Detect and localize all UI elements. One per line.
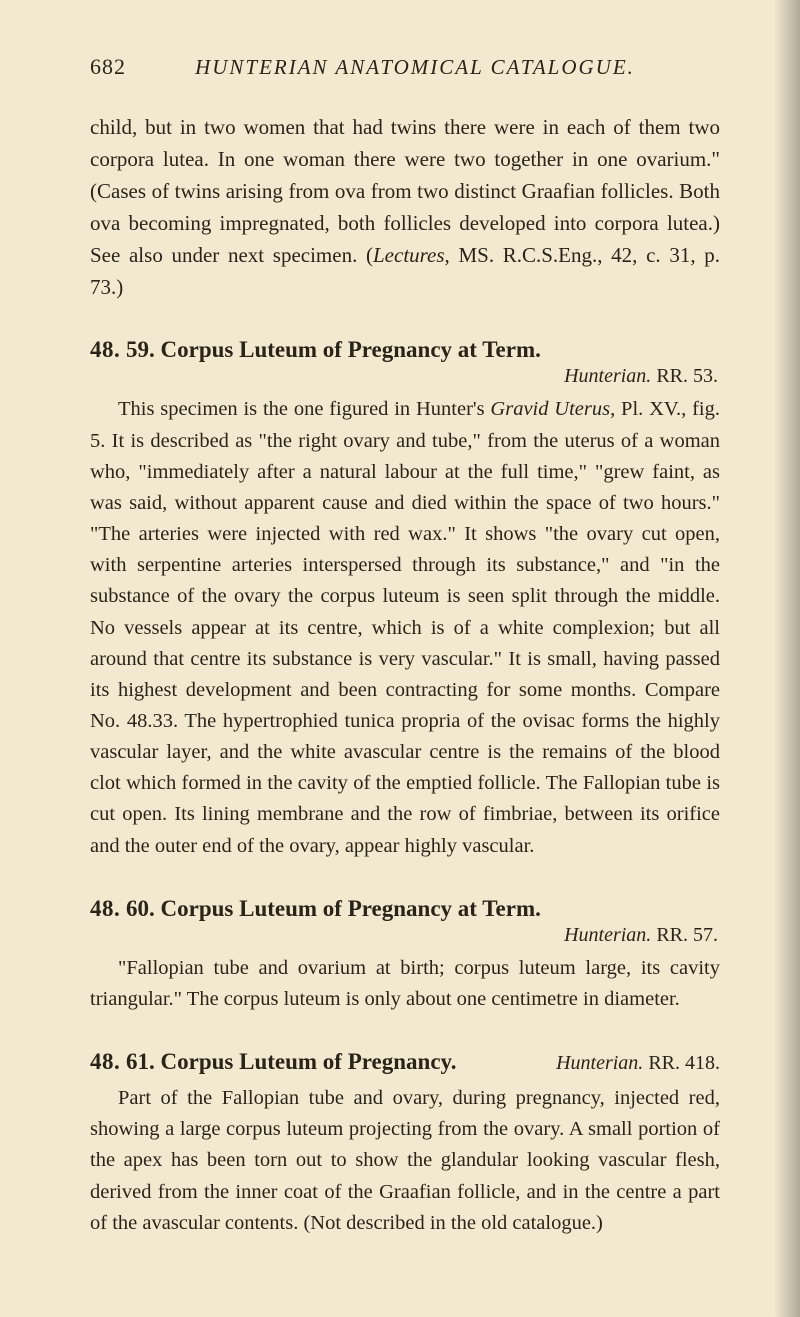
entry-text-pre: "Fallopian tube and ovarium at birth; co… xyxy=(90,957,720,1010)
entry-48-61: 48. 61. Corpus Luteum of Pregnancy. Hunt… xyxy=(90,1049,720,1239)
entry-source-ref: RR. 57. xyxy=(656,924,718,946)
entry-text-pre: Part of the Fallopian tube and ovary, du… xyxy=(90,1087,720,1234)
entry-title: Corpus Luteum of Pregnancy at Term. xyxy=(161,337,541,362)
page-number: 682 xyxy=(90,54,126,80)
page-content: 682 HUNTERIAN ANATOMICAL CATALOGUE. chil… xyxy=(90,54,720,1239)
page-edge-shadow xyxy=(774,0,800,1317)
entry-48-60: 48. 60. Corpus Luteum of Pregnancy at Te… xyxy=(90,896,720,1015)
entry-number: 48. xyxy=(90,1049,120,1074)
entry-number: 48. xyxy=(90,337,120,362)
entry-body: This specimen is the one figured in Hunt… xyxy=(90,394,720,861)
entry-number: 48. xyxy=(90,896,120,921)
entry-subnumber: 61. xyxy=(126,1049,155,1074)
entry-text-post: , Pl. XV., fig. 5. It is described as "t… xyxy=(90,398,720,856)
entry-source-italic: Hunterian. xyxy=(556,1052,643,1074)
entry-title: Corpus Luteum of Pregnancy. xyxy=(161,1049,457,1074)
lead-italic: Lectures xyxy=(373,243,445,267)
lead-paragraph: child, but in two women that had twins t… xyxy=(90,112,720,303)
entry-source-italic: Hunterian. xyxy=(564,365,651,387)
entry-source: Hunterian. RR. 53. xyxy=(90,365,720,388)
entry-subnumber: 60. xyxy=(126,896,155,921)
entry-source: Hunterian. RR. 57. xyxy=(90,924,720,947)
entry-text-pre: This specimen is the one figured in Hunt… xyxy=(118,398,490,420)
entry-subnumber: 59. xyxy=(126,337,155,362)
running-title: HUNTERIAN ANATOMICAL CATALOGUE. xyxy=(150,55,720,80)
entry-source-ref: RR. 418. xyxy=(648,1052,720,1074)
entry-text-italic: Gravid Uterus xyxy=(490,398,610,420)
entry-body: Part of the Fallopian tube and ovary, du… xyxy=(90,1083,720,1239)
entry-heading: 48. 59. Corpus Luteum of Pregnancy at Te… xyxy=(90,337,720,363)
entry-body: "Fallopian tube and ovarium at birth; co… xyxy=(90,953,720,1015)
entry-source-ref: RR. 53. xyxy=(656,365,718,387)
entry-48-59: 48. 59. Corpus Luteum of Pregnancy at Te… xyxy=(90,337,720,861)
running-head: 682 HUNTERIAN ANATOMICAL CATALOGUE. xyxy=(90,54,720,80)
entry-heading: 48. 60. Corpus Luteum of Pregnancy at Te… xyxy=(90,896,720,922)
entry-source-italic: Hunterian. xyxy=(564,924,651,946)
entry-title: Corpus Luteum of Pregnancy at Term. xyxy=(161,896,541,921)
entry-heading: 48. 61. Corpus Luteum of Pregnancy. Hunt… xyxy=(90,1049,720,1075)
